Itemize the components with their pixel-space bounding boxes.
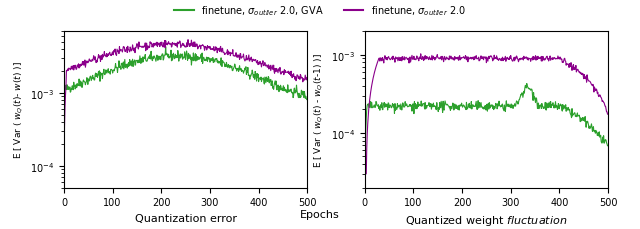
- X-axis label: Quantized weight $\it{fluctuation}$: Quantized weight $\it{fluctuation}$: [405, 213, 568, 227]
- Legend: finetune, $\sigma_{outlier}$ 2.0, GVA, finetune, $\sigma_{outlier}$ 2.0: finetune, $\sigma_{outlier}$ 2.0, GVA, f…: [170, 0, 470, 22]
- Y-axis label: E [ Var ( $w_Q(t)$ - $w_Q(t$-1) )]: E [ Var ( $w_Q(t)$ - $w_Q(t$-1) )]: [312, 53, 325, 167]
- Y-axis label: E [ Var ( $w_Q(t)$- $w(t)$ )]: E [ Var ( $w_Q(t)$- $w(t)$ )]: [12, 61, 24, 159]
- Text: Epochs: Epochs: [300, 210, 340, 220]
- X-axis label: Quantization error: Quantization error: [134, 213, 237, 223]
